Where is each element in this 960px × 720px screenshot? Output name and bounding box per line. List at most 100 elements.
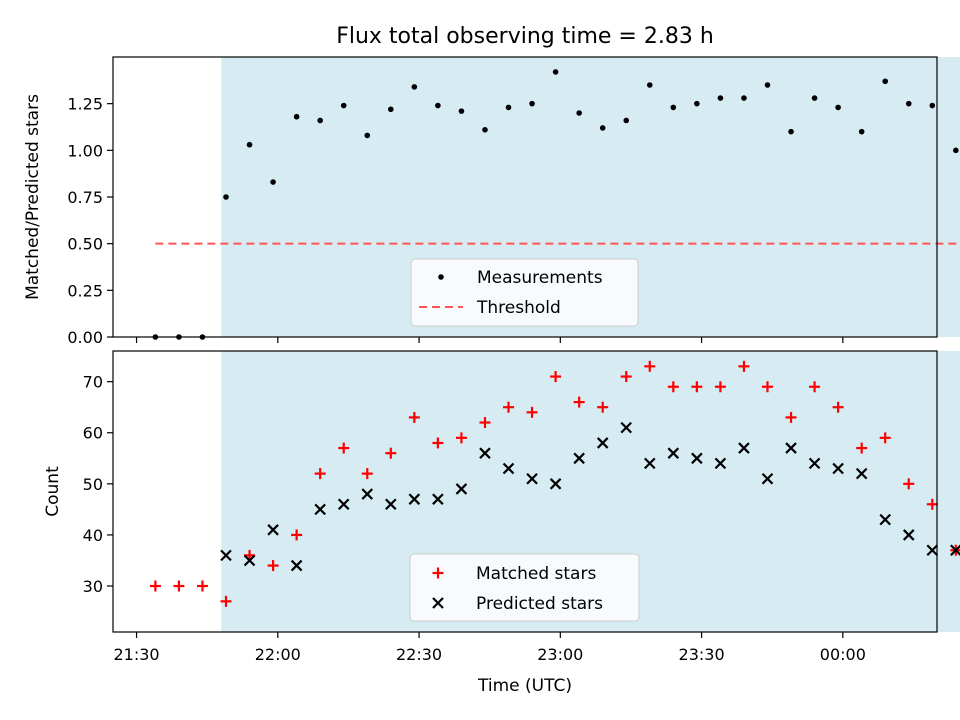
measurement-point (317, 117, 323, 124)
predicted-star-point (926, 544, 939, 557)
measurement-point (717, 95, 724, 101)
measurement-point (246, 141, 253, 148)
count-panel-frame (112, 350, 938, 633)
y-tick-label: 70 (83, 373, 103, 392)
matched-star-point (761, 381, 773, 393)
matched-star-point (526, 406, 538, 418)
predicted-star-point (714, 457, 727, 470)
matched-star-point (432, 437, 444, 449)
y-tick-label: 0.00 (67, 328, 103, 347)
measurement-point (623, 117, 630, 124)
matched-star-point (667, 381, 679, 393)
measurement-point (223, 194, 229, 200)
matched-star-point (503, 401, 515, 413)
measurement-point (411, 84, 418, 90)
matched-star-point (879, 432, 891, 444)
matched-star-point (832, 401, 844, 413)
predicted-star-point (267, 524, 279, 536)
measurement-point (670, 104, 677, 111)
predicted-star-point (290, 559, 303, 572)
predicted-star-point (902, 529, 915, 541)
measurement-point (505, 104, 512, 111)
predicted-star-point (361, 488, 374, 500)
measurement-point (953, 147, 959, 154)
legend-predicted-marker (432, 597, 444, 609)
predicted-star-point (855, 467, 868, 480)
measurement-point (646, 82, 653, 88)
matched-star-point (691, 381, 703, 393)
matched-star-point (314, 468, 326, 480)
predicted-star-point (832, 462, 844, 475)
matched-stars-points (149, 360, 960, 607)
matched-star-point (267, 560, 279, 572)
matched-star-point (738, 360, 750, 372)
matched-star-point (903, 478, 915, 490)
predicted-star-point (808, 457, 821, 470)
measurement-point (458, 108, 465, 114)
measurement-point (552, 69, 559, 75)
measurement-point (270, 179, 276, 185)
measurement-point (882, 78, 889, 85)
legend-matched-marker (432, 567, 444, 579)
predicted-star-point (879, 513, 891, 526)
matched-star-point (455, 432, 467, 444)
matched-star-point (809, 381, 821, 393)
matched-star-point (149, 580, 161, 592)
matched-star-point (408, 411, 420, 423)
chart-title: Flux total observing time = 2.83 h (336, 24, 714, 49)
predicted-star-point (761, 472, 774, 485)
count-legend: Matched stars Predicted stars (409, 553, 640, 622)
measurement-point (293, 113, 300, 120)
count-y-axis-label: Count (43, 466, 63, 517)
predicted-star-point (526, 472, 538, 485)
matched-star-point (597, 401, 609, 413)
y-tick-label: 60 (83, 424, 103, 443)
predicted-star-point (620, 421, 633, 434)
ratio-y-axis-label: Matched/Predicted stars (23, 94, 43, 300)
matched-star-point (361, 468, 373, 480)
predicted-star-point (667, 447, 680, 459)
predicted-star-point (643, 457, 656, 470)
y-tick-label: 40 (83, 526, 103, 545)
x-tick-label: 23:00 (537, 645, 583, 664)
legend-box (409, 553, 640, 622)
predicted-star-point (408, 493, 421, 505)
measurement-point (905, 100, 912, 107)
measurement-point (929, 102, 936, 109)
matched-star-point (291, 529, 303, 541)
x-tick-label: 22:30 (396, 645, 442, 664)
y-tick-label: 0.50 (67, 235, 103, 254)
x-tick-label: 21:30 (113, 645, 159, 664)
y-tick-label: 30 (83, 577, 103, 596)
matched-star-point (220, 595, 232, 607)
predicted-star-point (596, 437, 609, 449)
x-tick-label: 23:30 (679, 645, 725, 664)
measurement-point (741, 95, 747, 101)
predicted-star-point (479, 447, 491, 459)
matched-star-point (338, 442, 350, 454)
x-tick-label: 00:00 (820, 645, 866, 664)
y-tick-label: 1.25 (67, 95, 103, 114)
measurement-point (694, 100, 700, 107)
measurement-point (576, 110, 582, 116)
x-tick-label: 22:00 (255, 645, 301, 664)
matched-star-point (714, 381, 726, 393)
predicted-star-point (385, 498, 397, 511)
x-axis-label: Time (UTC) (477, 676, 572, 696)
measurement-points (152, 69, 959, 340)
predicted-star-point (950, 544, 960, 557)
predicted-star-point (243, 554, 256, 567)
legend-label: Predicted stars (476, 594, 603, 614)
matched-star-point (644, 360, 656, 372)
legend-label: Matched stars (476, 564, 596, 584)
legend-label: Threshold (476, 298, 561, 318)
predicted-stars-points (220, 421, 960, 572)
measurement-point (364, 132, 371, 139)
predicted-star-point (314, 503, 326, 516)
measurement-point (529, 100, 535, 107)
measurement-point (811, 95, 818, 101)
measurement-point (482, 127, 488, 133)
y-tick-label: 0.25 (67, 281, 103, 300)
y-tick-label: 1.00 (67, 141, 103, 160)
